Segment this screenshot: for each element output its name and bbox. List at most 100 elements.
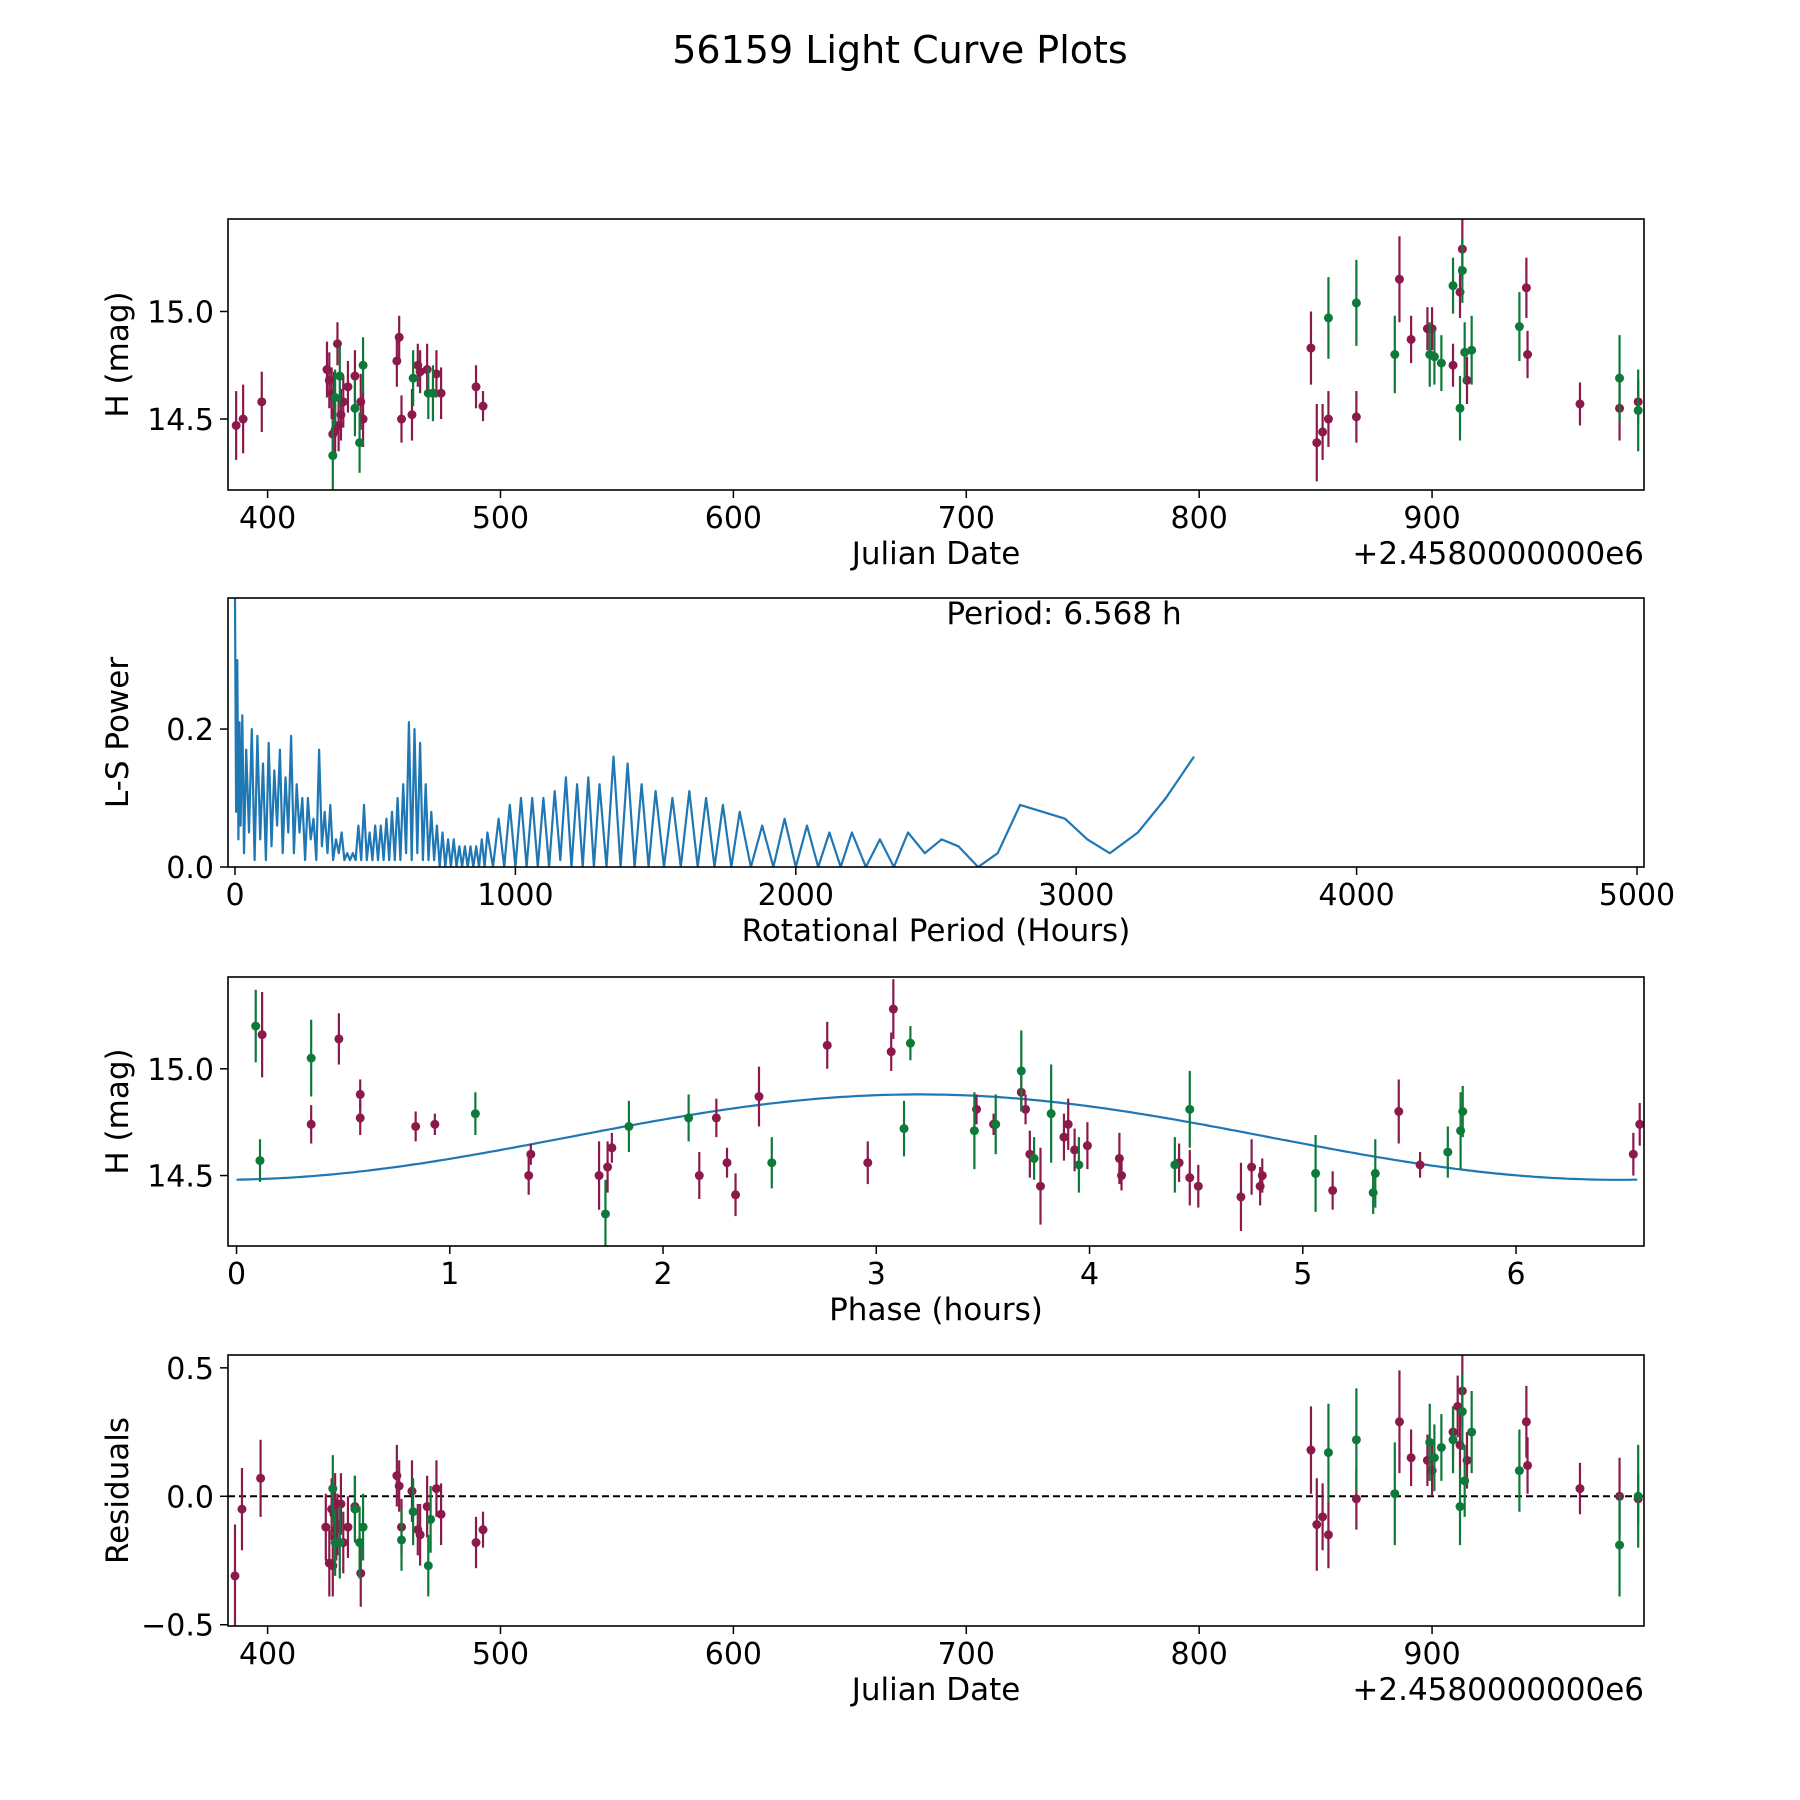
lightcurve-x-axis-label: Julian Date — [850, 536, 1021, 572]
r-data-point — [603, 1162, 613, 1172]
r-data-point — [1448, 360, 1458, 370]
r-data-point — [1306, 343, 1316, 353]
g-data-point — [1467, 1427, 1477, 1437]
r-data-point — [1575, 399, 1585, 409]
r-data-point — [407, 410, 417, 420]
g-data-point — [1390, 1489, 1400, 1499]
r-data-point — [358, 414, 368, 424]
r-data-point — [356, 1568, 366, 1578]
r-data-point — [436, 388, 446, 398]
r-data-point — [411, 1121, 421, 1131]
x-tick-label: 4 — [1080, 1257, 1099, 1292]
g-data-point — [1016, 1066, 1026, 1076]
r-data-point — [1328, 1185, 1338, 1195]
g-data-point — [1351, 298, 1361, 308]
g-data-point — [991, 1119, 1001, 1129]
r-data-point — [1236, 1192, 1246, 1202]
x-tick-label: 0 — [225, 878, 244, 913]
r-data-point — [415, 367, 425, 377]
phased-curve-panel: 0 1 2 3 4 5 6 14.5 15.0 Phase (hours) H (mag) — [100, 976, 1645, 1328]
y-tick-label: 15.0 — [147, 1053, 214, 1088]
lightcurve-axes-frame — [227, 218, 1645, 491]
r-data-point — [256, 1473, 266, 1483]
g-data-point — [1460, 347, 1470, 357]
g-data-point — [328, 451, 338, 461]
y-tick-label: −0.5 — [141, 1609, 214, 1644]
r-data-point — [1306, 1445, 1316, 1455]
x-tick-label: 400 — [239, 1637, 296, 1672]
r-data-point — [394, 1481, 404, 1491]
r-data-point — [338, 397, 348, 407]
periodogram-line — [233, 598, 1195, 867]
r-data-point — [1628, 1149, 1638, 1159]
r-data-point — [1257, 1171, 1267, 1181]
r-data-point — [1521, 283, 1531, 293]
phased-x-axis-label: Phase (hours) — [829, 1292, 1043, 1328]
x-tick-label: 900 — [1403, 1637, 1460, 1672]
x-tick-label: 700 — [938, 501, 995, 536]
r-data-point — [526, 1149, 536, 1159]
residuals-axes-frame — [227, 1354, 1645, 1627]
g-data-point — [1514, 322, 1524, 332]
r-data-point — [1523, 1460, 1533, 1470]
r-data-point — [350, 371, 360, 381]
r-data-point — [430, 1119, 440, 1129]
r-data-point — [1575, 1484, 1585, 1494]
r-data-point — [694, 1171, 704, 1181]
r-data-point — [1521, 1417, 1531, 1427]
g-data-point — [1074, 1160, 1084, 1170]
r-data-point — [886, 1047, 896, 1057]
r-data-point — [1082, 1141, 1092, 1151]
r-data-point — [1394, 1417, 1404, 1427]
g-data-point — [328, 1484, 338, 1494]
x-tick-label: 600 — [705, 501, 762, 536]
g-data-point — [408, 1507, 418, 1517]
r-data-point — [1415, 1160, 1425, 1170]
r-data-point — [478, 401, 488, 411]
r-data-point — [471, 1538, 481, 1548]
g-data-point — [397, 1535, 407, 1545]
figure-title: 56159 Light Curve Plots — [672, 28, 1128, 72]
x-tick-label: 1000 — [477, 878, 553, 913]
g-data-point — [1323, 313, 1333, 323]
g-data-point — [355, 1538, 365, 1548]
g-data-point — [255, 1156, 265, 1166]
x-tick-label: 400 — [239, 501, 296, 536]
x-tick-label: 900 — [1403, 501, 1460, 536]
r-data-point — [1394, 1107, 1404, 1116]
y-tick-label: 0.0 — [166, 1480, 214, 1515]
r-data-point — [1035, 1181, 1045, 1191]
periodogram-panel: 0 1000 2000 3000 4000 5000 0.0 0.2 Rotational Pe… — [100, 596, 1675, 949]
phased-y-axis-label: H (mag) — [100, 1048, 136, 1174]
g-data-point — [1323, 1448, 1333, 1458]
g-data-point — [1455, 403, 1465, 413]
x-offset-text: +2.4580000000e6 — [1352, 1672, 1644, 1708]
phased-axes-frame — [227, 976, 1645, 1247]
g-data-point — [306, 1053, 316, 1063]
g-data-point — [1514, 1466, 1524, 1476]
r-data-point — [1406, 334, 1416, 344]
r-data-point — [1318, 1512, 1328, 1522]
r-data-point — [1323, 1530, 1333, 1540]
y-tick-label: 15.0 — [147, 295, 214, 330]
g-data-point — [1460, 1476, 1470, 1486]
x-tick-label: 5000 — [1599, 878, 1675, 913]
r-data-point — [257, 397, 267, 407]
r-data-point — [1021, 1104, 1031, 1114]
periodogram-axes-frame — [227, 597, 1645, 868]
r-data-point — [334, 1034, 344, 1044]
g-data-point — [905, 1038, 915, 1048]
x-tick-label: 600 — [705, 1637, 762, 1672]
r-data-point — [822, 1040, 832, 1050]
r-data-point — [711, 1113, 721, 1123]
g-data-point — [1448, 281, 1458, 291]
r-data-point — [355, 1089, 365, 1099]
r-data-point — [1394, 274, 1404, 284]
r-data-point — [607, 1143, 617, 1153]
g-data-point — [1029, 1153, 1039, 1163]
r-data-point — [1351, 1494, 1361, 1504]
g-data-point — [1436, 358, 1446, 368]
g-data-point — [1467, 345, 1477, 355]
r-data-point — [394, 332, 404, 342]
